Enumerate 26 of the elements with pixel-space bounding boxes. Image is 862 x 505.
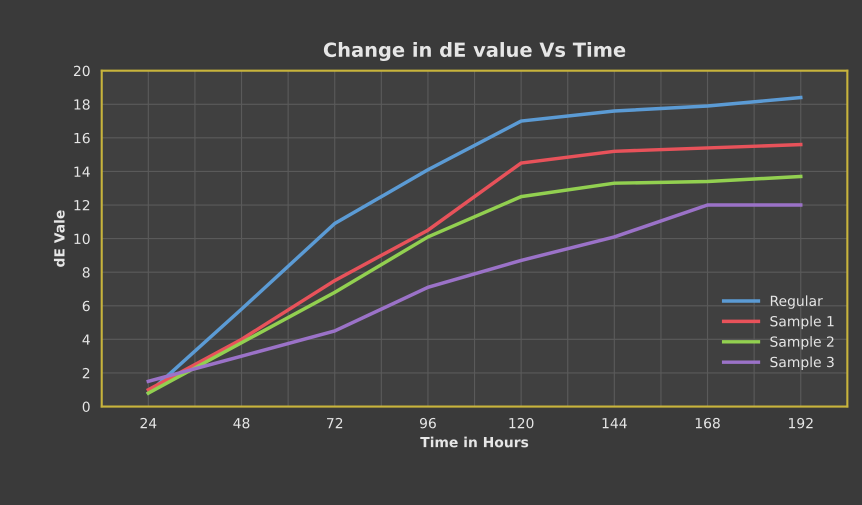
y-tick-label: 12 [74, 200, 90, 210]
legend-label: Sample 1 [770, 316, 834, 330]
y-tick-label: 14 [74, 166, 90, 177]
x-tick-label: 96 [420, 418, 436, 428]
x-tick-label: 144 [602, 418, 627, 428]
x-axis-title: Time in Hours [420, 436, 528, 448]
chart-title: Change in dE value Vs Time [324, 42, 626, 62]
y-tick-label: 18 [74, 99, 90, 110]
x-tick-label: 72 [327, 418, 342, 428]
x-tick-label: 168 [696, 418, 720, 428]
x-tick-label: 24 [140, 418, 156, 428]
y-axis-title: dE Vale [54, 210, 65, 267]
legend-label: Regular [770, 295, 823, 309]
y-tick-label: 10 [74, 234, 90, 244]
y-tick-label: 6 [82, 300, 90, 312]
legend-label: Sample 2 [770, 336, 834, 350]
y-tick-label: 0 [82, 401, 90, 412]
legend-label: Sample 3 [770, 356, 834, 370]
x-tick-label: 48 [233, 418, 250, 428]
y-tick-label: 2 [82, 368, 90, 378]
y-tick-label: 16 [74, 132, 90, 144]
y-tick-label: 4 [82, 334, 90, 345]
x-tick-label: 120 [509, 418, 534, 428]
x-tick-label: 192 [789, 418, 813, 428]
y-tick-label: 20 [74, 66, 90, 76]
y-tick-label: 8 [82, 267, 90, 278]
